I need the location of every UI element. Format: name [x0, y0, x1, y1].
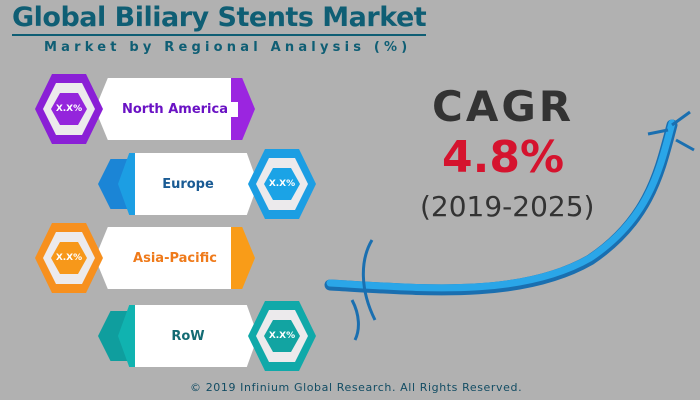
region-value: X.X%: [51, 93, 87, 125]
region-label: Asia-Pacific: [123, 250, 227, 266]
region-asia-pacific: Asia-Pacific X.X%: [35, 223, 255, 293]
region-north-america: North America X.X%: [35, 74, 255, 144]
cagr-value: 4.8%: [442, 132, 565, 183]
cagr-label: CAGR: [432, 82, 575, 131]
region-label: North America: [112, 101, 238, 117]
region-pill: Europe: [118, 153, 258, 215]
region-row: RoW X.X%: [98, 301, 318, 371]
region-pill: RoW: [118, 305, 258, 367]
copyright-footer: © 2019 Infinium Global Research. All Rig…: [190, 381, 523, 394]
region-value: X.X%: [264, 320, 300, 352]
cagr-period: (2019-2025): [420, 190, 595, 223]
region-label: RoW: [161, 328, 215, 344]
subtitle: Market by Regional Analysis (%): [44, 40, 412, 55]
page-title: Global Biliary Stents Market: [12, 2, 427, 36]
region-label: Europe: [152, 176, 224, 192]
region-pill: North America: [95, 78, 255, 140]
region-pill: Asia-Pacific: [95, 227, 255, 289]
region-europe: Europe X.X%: [98, 149, 318, 219]
